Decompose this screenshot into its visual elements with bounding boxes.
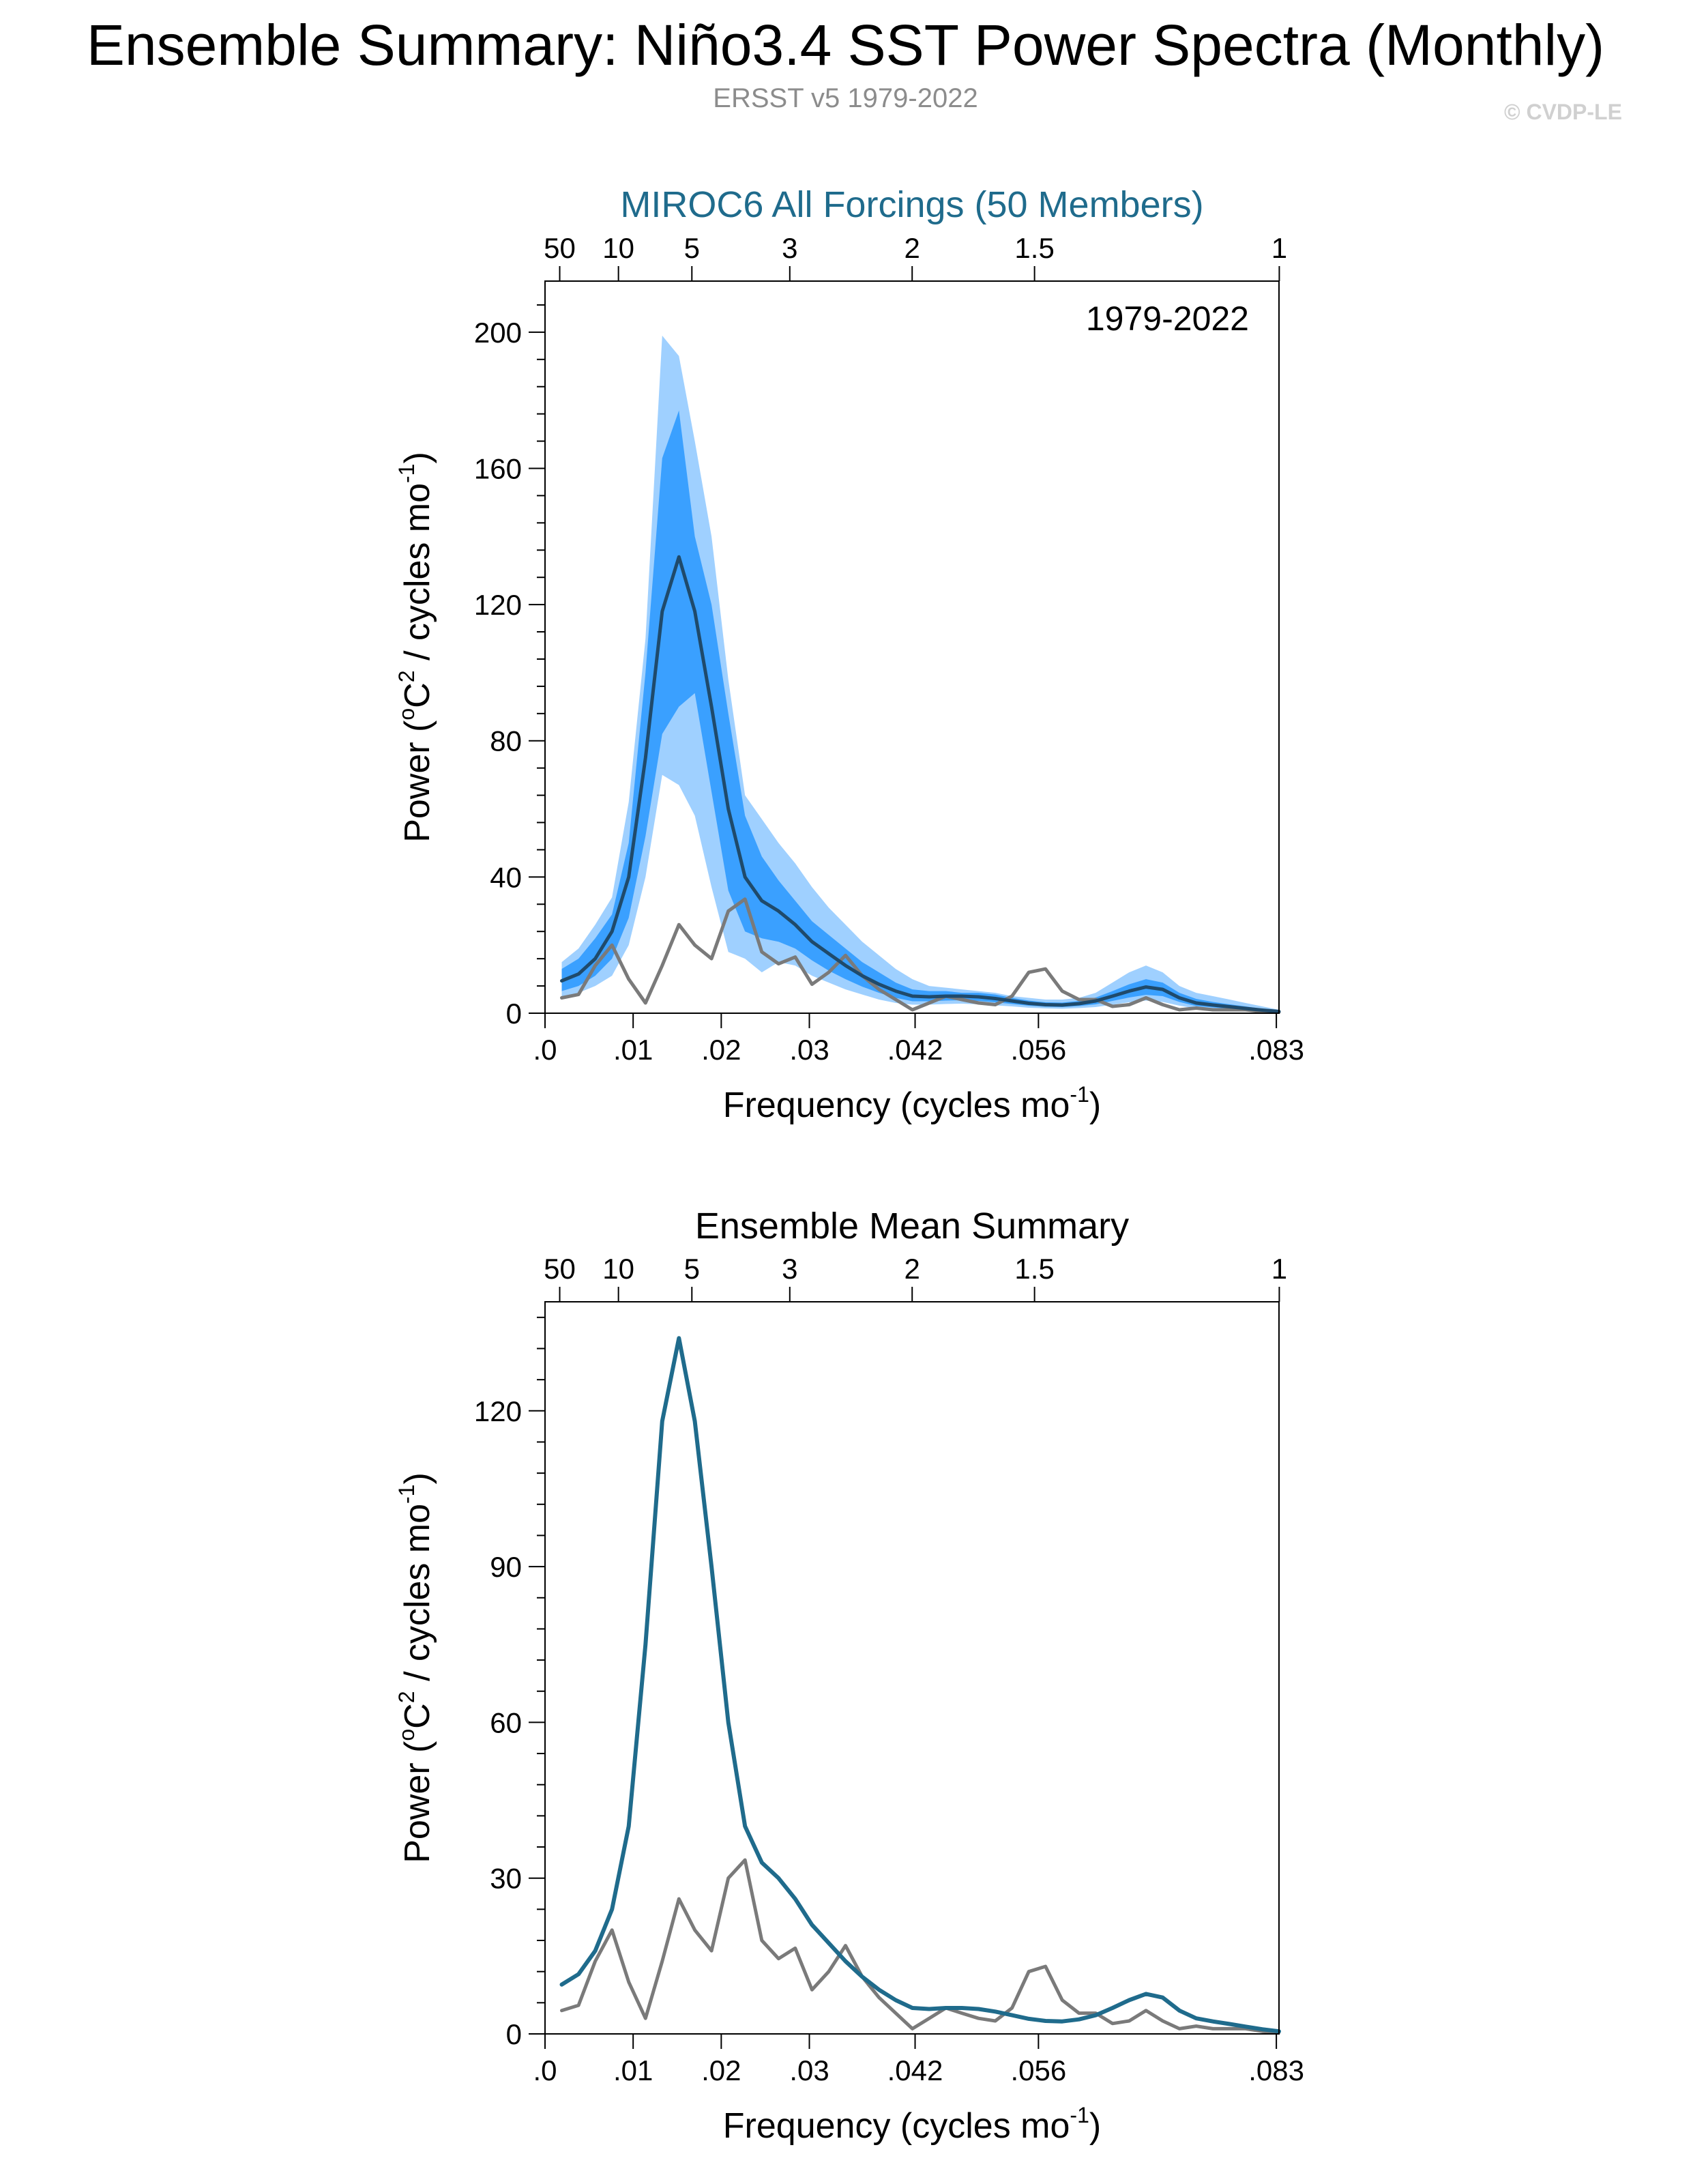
top-period-label: 1.5 [1014,232,1054,264]
x-tick-label: .02 [701,1034,741,1066]
top-period-label: 5 [684,232,700,264]
x-tick-label: .02 [701,2054,741,2086]
y-tick-label: 0 [506,998,522,1030]
top-period-label: 3 [782,1253,797,1285]
ensemble-mean-line [559,1336,1281,2034]
x-tick-label: .0 [533,1034,557,1066]
x-tick-label: .083 [1248,1034,1304,1066]
page-subtitle: ERSST v5 1979-2022 [713,83,978,113]
page-title: Ensemble Summary: Niño3.4 SST Power Spec… [86,13,1605,77]
y-tick-label: 160 [474,452,522,484]
period-annotation: 1979-2022 [1086,300,1249,338]
top-period-label: 50 [544,1253,576,1285]
top-period-label: 10 [602,232,634,264]
ensemble-mean-line [560,555,1281,1013]
y-axis-label: Power (oC2 / cycles mo-1) [394,1472,437,1863]
y-tick-label: 80 [490,725,522,757]
y-tick-label: 90 [490,1551,522,1583]
top-period-label: 1 [1271,1253,1287,1285]
x-tick-label: .042 [887,1034,943,1066]
top-period-label: 2 [905,232,920,264]
plot-frame [544,1301,1280,2035]
chart-title: Ensemble Mean Summary [695,1206,1129,1247]
x-axis-label: Frequency (cycles mo-1) [723,1082,1101,1125]
top-period-label: 3 [782,232,797,264]
y-tick-label: 120 [474,1395,522,1427]
top-period-label: 5 [684,1253,700,1285]
x-axis-label: Frequency (cycles mo-1) [723,2103,1101,2146]
observations-line [560,897,1281,1014]
x-tick-label: .042 [887,2054,943,2086]
y-tick-label: 30 [490,1863,522,1895]
y-tick-label: 40 [490,861,522,893]
top-period-label: 1.5 [1014,1253,1054,1285]
x-tick-label: .056 [1010,2054,1066,2086]
top-period-label: 1 [1271,232,1287,264]
x-tick-label: .01 [613,2054,653,2086]
x-tick-label: .01 [613,1034,653,1066]
chart-panel-2: 0 30 60 90 120 .0 .01 .02 .03 .042 .056 .083 50 10 5 3 2… [394,1206,1304,2146]
chart-panel-1: 0 40 80 120 160 200 .0 .01 .02 .03 .042 .056 .083 50 1… [394,184,1304,1125]
x-tick-label: .056 [1010,1034,1066,1066]
observations-line [560,1858,1281,2035]
top-period-label: 50 [544,232,576,264]
x-tick-label: .03 [789,1034,829,1066]
copyright-label: © CVDP-LE [1504,100,1622,124]
spread-band-inner [561,410,1279,1013]
y-tick-label: 200 [474,317,522,349]
top-period-label: 10 [602,1253,634,1285]
y-axis-label: Power (oC2 / cycles mo-1) [394,452,437,843]
y-tick-label: 0 [506,2018,522,2050]
top-period-label: 2 [905,1253,920,1285]
x-tick-label: .083 [1248,2054,1304,2086]
y-tick-label: 120 [474,589,522,621]
x-tick-label: .03 [789,2054,829,2086]
chart-title: MIROC6 All Forcings (50 Members) [620,184,1203,225]
x-tick-label: .0 [533,2054,557,2086]
y-tick-label: 60 [490,1706,522,1738]
